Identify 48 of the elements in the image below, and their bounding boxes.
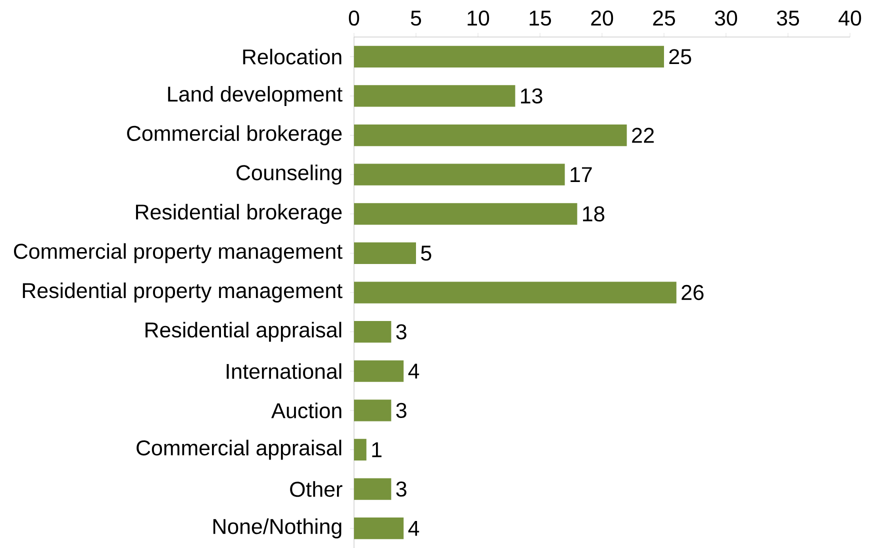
data-label: 3 (396, 324, 406, 340)
bar (354, 242, 416, 264)
x-tick-label: 0 (348, 10, 360, 26)
bar (354, 124, 627, 146)
data-label: 17 (570, 167, 592, 182)
y-tick-label: Relocation (243, 48, 342, 65)
y-tick-label: Commercial appraisal (136, 440, 342, 460)
bar (354, 438, 366, 461)
data-label: 3 (396, 481, 406, 497)
y-tick-label: Commercial brokerage (127, 125, 342, 146)
y-tick-label: Auction (271, 402, 342, 418)
y-tick-label: Residential appraisal (146, 322, 342, 342)
bar (354, 400, 392, 422)
data-label: 5 (421, 246, 432, 261)
data-label: 22 (632, 128, 654, 143)
x-tick-label: 15 (530, 10, 552, 26)
x-tick-label: 40 (838, 10, 862, 26)
bar (354, 203, 578, 225)
x-tick-label: 10 (468, 10, 490, 26)
y-tick-label: Counseling (236, 164, 342, 185)
bar (354, 518, 404, 540)
x-tick-label: 35 (776, 10, 800, 26)
bar (354, 321, 392, 343)
y-tick-label: None/Nothing (213, 518, 342, 538)
x-tick-label: 20 (591, 10, 614, 26)
data-label: 18 (583, 206, 604, 222)
bar (354, 164, 565, 186)
y-tick-label: Other (290, 481, 342, 497)
x-tick-label: 25 (653, 10, 676, 26)
data-label: 13 (521, 88, 542, 104)
data-label: 25 (669, 49, 692, 64)
y-tick-label: International (226, 363, 342, 379)
x-tick-label: 5 (410, 10, 422, 26)
bar (354, 85, 516, 107)
y-tick-label: Residential property management (22, 282, 342, 302)
bar (354, 360, 404, 382)
bar (354, 46, 664, 68)
bar (354, 478, 392, 500)
data-label: 26 (682, 284, 704, 300)
bar (354, 282, 676, 304)
data-label: 3 (396, 402, 406, 418)
y-tick-label: Land development (168, 86, 342, 106)
y-tick-label: Commercial property management (14, 243, 342, 264)
data-label: 1 (372, 442, 382, 458)
data-label: 4 (408, 520, 420, 536)
data-label: 4 (408, 364, 420, 378)
x-tick-label: 30 (714, 10, 738, 26)
y-tick-label: Residential brokerage (136, 204, 342, 224)
